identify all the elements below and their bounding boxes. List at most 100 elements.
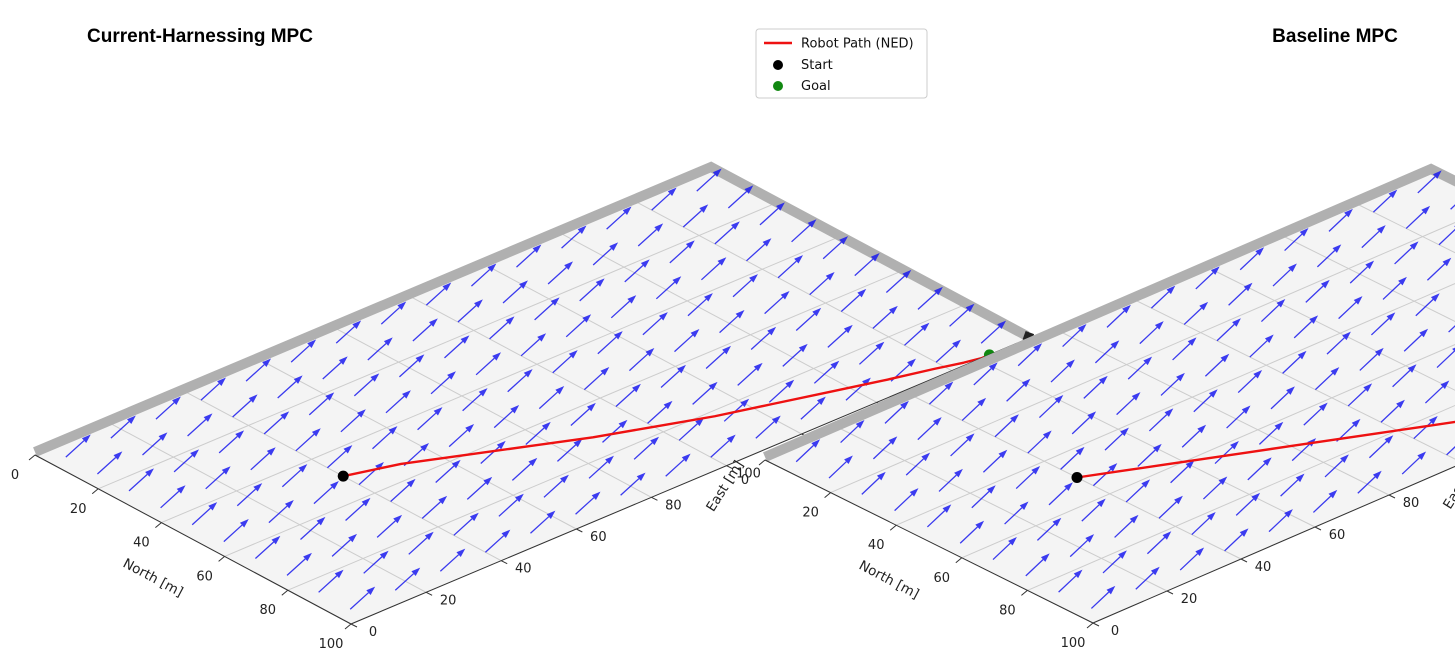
current-arrow	[205, 471, 225, 490]
north-tick	[1086, 622, 1094, 629]
current-arrow-head	[900, 400, 909, 410]
current-arrow	[1258, 427, 1278, 445]
current-arrow-head	[1376, 225, 1386, 234]
current-arrow	[1090, 591, 1110, 609]
current-arrow	[1394, 247, 1413, 265]
robot-path	[342, 353, 991, 478]
current-arrow	[1017, 348, 1036, 367]
current-arrow-head	[1396, 399, 1405, 409]
current-arrow-head	[1421, 205, 1431, 215]
robot-path	[1075, 420, 1455, 479]
current-arrow	[1228, 288, 1247, 306]
current-arrow-head	[685, 240, 695, 249]
current-arrow	[65, 440, 85, 458]
current-arrow-head	[699, 204, 709, 213]
current-arrow-head	[505, 316, 515, 325]
current-arrow-head	[568, 350, 578, 359]
current-arrow	[128, 473, 148, 492]
north-tick-label: 80	[260, 603, 277, 618]
current-arrow-head	[636, 472, 646, 482]
current-arrow	[1293, 321, 1312, 339]
current-arrow-head	[573, 438, 583, 448]
current-arrow-head	[944, 381, 954, 391]
east-tick-label: 60	[590, 530, 607, 545]
current-arrow	[768, 385, 788, 403]
current-arrow	[398, 359, 419, 378]
current-arrow	[484, 535, 505, 553]
current-arrow-head	[942, 504, 952, 513]
current-arrow	[245, 364, 265, 382]
current-arrow	[511, 463, 532, 481]
current-arrow-head	[1232, 318, 1241, 327]
current-arrow	[1102, 556, 1121, 574]
current-arrow-head	[907, 358, 916, 368]
current-arrow	[439, 554, 460, 572]
current-arrow	[1436, 350, 1455, 369]
current-arrow	[610, 300, 630, 319]
current-arrow	[750, 332, 770, 350]
current-arrow-head	[1409, 241, 1419, 250]
current-arrow-head	[442, 282, 452, 291]
current-arrow	[994, 419, 1013, 438]
current-arrow-head	[1363, 383, 1373, 392]
current-arrow	[692, 387, 712, 405]
current-arrow-head	[1085, 534, 1095, 543]
current-arrow-head	[397, 301, 407, 310]
current-arrow-head	[1110, 340, 1120, 349]
current-arrow-head	[952, 339, 962, 349]
north-tick	[218, 556, 225, 562]
current-arrow	[1216, 323, 1235, 342]
current-arrow	[1048, 488, 1067, 506]
current-arrow	[408, 537, 428, 555]
current-arrow-head	[415, 354, 425, 363]
current-arrow	[665, 459, 685, 477]
current-arrow-head	[1073, 569, 1083, 579]
east-tick	[1388, 494, 1396, 499]
current-arrow-head	[640, 259, 650, 268]
east-tick	[1240, 558, 1248, 563]
current-arrow	[583, 372, 604, 391]
current-arrow-head	[677, 364, 686, 374]
current-arrow-head	[1230, 441, 1239, 450]
current-arrow-head	[586, 402, 596, 412]
current-arrow-head	[681, 453, 691, 463]
current-arrow-head	[812, 307, 822, 317]
current-arrow-head	[658, 312, 668, 321]
current-arrow-head	[280, 411, 290, 420]
current-arrow	[1368, 440, 1388, 459]
current-arrow	[973, 368, 992, 386]
north-tick	[91, 488, 99, 495]
current-arrow	[516, 250, 536, 268]
current-arrow-head	[1284, 509, 1293, 518]
current-arrow-head	[609, 242, 619, 251]
north-tick-label: 80	[999, 603, 1016, 618]
current-arrow-head	[986, 485, 996, 494]
current-arrow	[1150, 291, 1170, 309]
current-arrow-head	[190, 449, 200, 458]
current-arrow	[1426, 263, 1446, 281]
current-arrow-head	[411, 567, 421, 577]
north-tick-label: 0	[741, 473, 749, 488]
current-arrow-head	[1054, 395, 1064, 404]
current-arrow	[1148, 414, 1168, 432]
current-arrow	[331, 539, 351, 557]
current-arrow-head	[352, 320, 362, 329]
current-arrow	[746, 243, 766, 262]
current-arrow-head	[1087, 411, 1097, 420]
current-arrow-head	[839, 236, 849, 245]
current-arrow-head	[550, 297, 560, 306]
current-arrow	[872, 311, 892, 329]
current-arrow-head	[843, 324, 853, 334]
current-arrow	[674, 334, 694, 353]
current-arrow-head	[744, 185, 754, 194]
current-arrow-head	[722, 345, 732, 355]
current-arrow-head	[523, 369, 533, 378]
current-arrow	[1349, 266, 1368, 284]
current-arrow	[1446, 446, 1455, 456]
current-arrow	[453, 518, 473, 536]
current-arrow	[1392, 369, 1411, 388]
current-arrow	[1050, 365, 1069, 383]
current-arrow-head	[113, 451, 123, 460]
east-tick-label: 100	[736, 467, 761, 482]
